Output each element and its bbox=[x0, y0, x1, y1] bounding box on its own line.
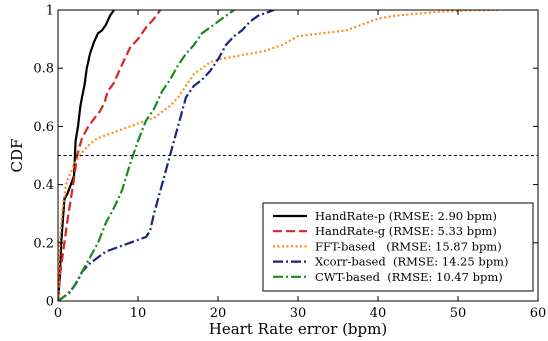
legend-label-5: CWT-based (RMSE: 10.47 bpm) bbox=[315, 270, 503, 284]
x-tick-label: 30 bbox=[290, 306, 307, 321]
legend-label-1: HandRate-p (RMSE: 2.90 bpm) bbox=[315, 209, 497, 223]
tick-layer: 0 10 20 30 40 50 60 0 0.2 0.4 0.6 0.8 1 bbox=[33, 4, 546, 322]
x-tick-label: 10 bbox=[130, 306, 147, 321]
x-tick-label: 0 bbox=[54, 306, 62, 321]
legend: HandRate-p (RMSE: 2.90 bpm)HandRate-g (R… bbox=[262, 202, 534, 292]
x-tick-label: 60 bbox=[530, 306, 547, 321]
y-tick-label: 0.2 bbox=[33, 236, 54, 251]
y-tick-label: 0.4 bbox=[33, 178, 54, 193]
legend-box bbox=[262, 202, 534, 292]
legend-label-2: HandRate-g (RMSE: 5.33 bpm) bbox=[315, 224, 497, 238]
series-line-3 bbox=[58, 10, 499, 301]
legend-label-4: Xcorr-based (RMSE: 14.25 bpm) bbox=[315, 255, 508, 269]
x-tick-label: 20 bbox=[210, 306, 227, 321]
legend-label-3: FFT-based (RMSE: 15.87 bpm) bbox=[315, 239, 502, 253]
y-tick-label: 0 bbox=[46, 295, 54, 310]
x-tick-label: 40 bbox=[370, 306, 387, 321]
series-line-5 bbox=[58, 10, 235, 301]
series-line-2 bbox=[58, 10, 162, 301]
series-layer bbox=[58, 10, 499, 301]
y-tick-label: 1 bbox=[46, 4, 54, 19]
x-axis-label: Heart Rate error (bpm) bbox=[209, 320, 387, 338]
y-tick-label: 0.6 bbox=[33, 120, 54, 135]
x-tick-label: 50 bbox=[450, 306, 467, 321]
series-line-1 bbox=[58, 10, 115, 301]
y-tick-label: 0.8 bbox=[33, 62, 54, 77]
y-axis-label: CDF bbox=[8, 139, 26, 173]
